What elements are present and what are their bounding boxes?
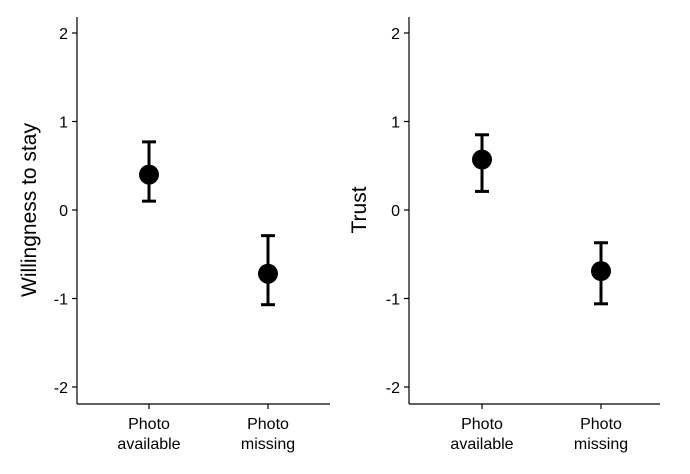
y-tick-label: 1 (59, 115, 68, 132)
panel-2: 2 1 0 -1 -2 Photo available Photo missing Trust (348, 17, 660, 453)
x-tick-label: Photo available (450, 416, 513, 453)
x-tick-label: Photo available (117, 416, 180, 453)
y-tick-label: 2 (391, 26, 400, 43)
data-point (258, 263, 278, 284)
y-tick-label: 2 (59, 26, 68, 43)
data-point (472, 149, 492, 170)
x-tick-label: Photo missing (574, 416, 628, 453)
y-tick-label: -1 (54, 292, 68, 309)
y-tick-label: -2 (54, 380, 68, 397)
y-tick-label: -2 (386, 380, 400, 397)
x-tick-label: Photo missing (241, 416, 295, 453)
y-tick-label: 0 (391, 203, 400, 220)
y-axis-title: Willingness to stay (18, 123, 41, 297)
y-axis-title: Trust (348, 186, 371, 233)
y-tick-label: 1 (391, 115, 400, 132)
y-tick-label: 0 (59, 203, 68, 220)
y-tick-label: -1 (386, 292, 400, 309)
data-point (139, 164, 159, 185)
panel-1: 2 1 0 -1 -2 Photo available Photo missing Willing… (18, 17, 330, 453)
data-point (591, 261, 611, 282)
